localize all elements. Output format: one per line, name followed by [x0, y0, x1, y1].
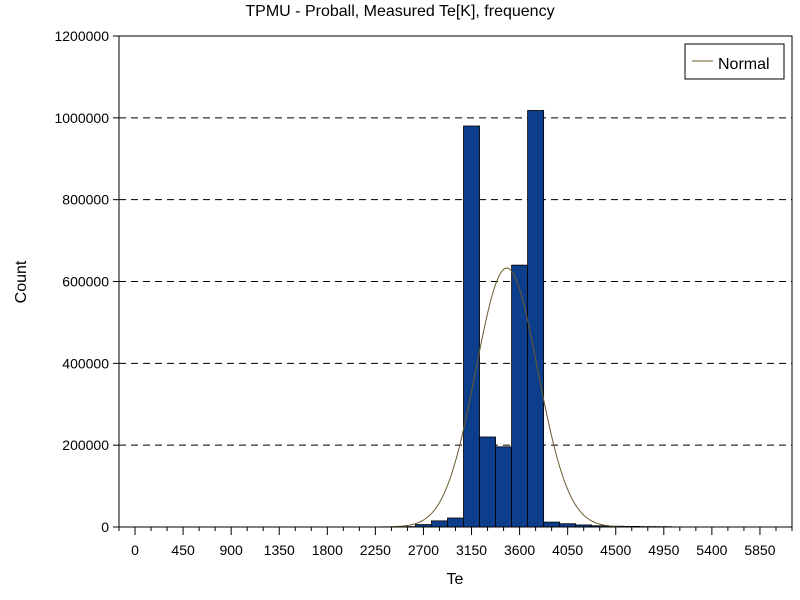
y-axis-label: Count — [13, 260, 30, 303]
x-axis-ticks: 0 450 900 1350 1800 2250 2700 3150 3600 4050 4500 4… — [118, 527, 793, 558]
x-tick-label: 3600 — [504, 542, 535, 558]
x-tick-label: 900 — [219, 542, 243, 558]
bar-6 — [495, 446, 512, 528]
x-tick-label: 2250 — [360, 542, 391, 558]
y-tick-label: 1200000 — [54, 28, 109, 44]
x-tick-label: 1800 — [312, 542, 343, 558]
bar-3 — [447, 517, 464, 528]
x-tick-label: 4950 — [648, 542, 679, 558]
x-tick-label: 1350 — [264, 542, 295, 558]
legend: Normal — [684, 43, 785, 80]
x-tick-label: 5400 — [696, 542, 727, 558]
x-tick-label: 5850 — [744, 542, 775, 558]
y-tick-label: 400000 — [62, 355, 109, 371]
x-tick-label: 3150 — [456, 542, 487, 558]
y-tick-label: 1000000 — [54, 110, 109, 126]
x-tick-label: 4500 — [600, 542, 631, 558]
y-tick-label: 600000 — [62, 274, 109, 290]
y-tick-label: 800000 — [62, 192, 109, 208]
x-tick-label: 450 — [171, 542, 195, 558]
legend-label-normal: Normal — [718, 56, 770, 73]
bar-7 — [511, 264, 529, 528]
x-tick-label: 4050 — [552, 542, 583, 558]
x-axis-label: Te — [447, 571, 464, 588]
x-tick-label: 0 — [131, 542, 139, 558]
normal-curve — [380, 267, 648, 528]
bar-5 — [479, 436, 496, 528]
y-axis-ticks: 0 200000 400000 600000 800000 1000000 1200000 — [54, 28, 119, 535]
x-tick-label: 2700 — [408, 542, 439, 558]
bar-9 — [543, 521, 561, 528]
y-tick-label: 0 — [101, 519, 109, 535]
bar-2 — [431, 520, 448, 528]
bar-8 — [527, 110, 545, 528]
bar-4 — [463, 125, 480, 528]
chart-title: TPMU - Proball, Measured Te[K], frequenc… — [245, 3, 554, 20]
y-tick-label: 200000 — [62, 437, 109, 453]
